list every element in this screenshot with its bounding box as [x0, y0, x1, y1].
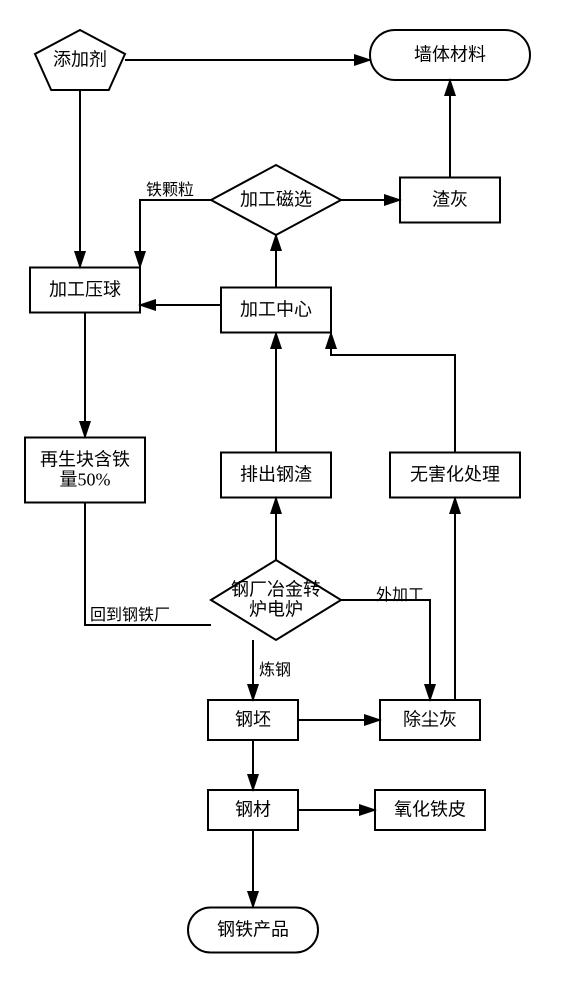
- node-label: 钢铁产品: [217, 919, 289, 939]
- node-harmless: 无害化处理: [390, 453, 520, 498]
- flowchart-canvas: 铁颗粒回到钢铁厂 外加工炼钢 添加剂 墙体材料加工磁选 渣灰加工压球加工中心再生块含铁量…: [0, 0, 572, 1000]
- node-press_ball: 加工压球: [30, 268, 140, 313]
- node-regen_block: 再生块含铁量50%: [25, 438, 145, 503]
- node-label: 渣灰: [432, 189, 468, 209]
- node-label: 加工压球: [49, 279, 121, 299]
- node-furnace: 钢厂冶金转炉电炉: [211, 560, 341, 640]
- edge-label: 外加工: [376, 586, 424, 604]
- edge-label: 炼钢: [259, 661, 291, 679]
- node-label: 除尘灰: [403, 709, 457, 729]
- edge-magnetic_sep-press_ball: [140, 200, 211, 267]
- edge-label: 回到钢铁厂: [90, 606, 170, 624]
- node-additive: 添加剂: [35, 30, 125, 90]
- node-slag_ash: 渣灰: [400, 178, 500, 223]
- edge-harmless-proc_center: [331, 333, 455, 452]
- node-label: 钢坯: [235, 709, 271, 729]
- node-oxide_skin: 氧化铁皮: [375, 790, 485, 830]
- node-label: 钢材: [235, 799, 271, 819]
- node-label: 钢厂冶金转: [231, 580, 321, 600]
- node-label: 排出钢渣: [240, 464, 312, 484]
- node-label: 加工磁选: [240, 189, 312, 209]
- node-steel: 钢材: [208, 790, 298, 830]
- node-label: 无害化处理: [410, 464, 500, 484]
- node-label: 量50%: [60, 469, 111, 489]
- node-dust: 除尘灰: [380, 700, 480, 740]
- node-steel_product: 钢铁产品: [188, 908, 318, 953]
- edge-furnace-dust: [341, 600, 430, 700]
- node-billet: 钢坯: [208, 700, 298, 740]
- node-label: 再生块含铁: [40, 450, 130, 470]
- node-wall_material: 墙体材料: [370, 30, 530, 80]
- edge-label: 铁颗粒: [146, 181, 194, 199]
- node-label: 氧化铁皮: [394, 799, 466, 819]
- node-proc_center: 加工中心: [221, 288, 331, 333]
- node-label: 加工中心: [240, 299, 312, 319]
- node-label: 炉电炉: [249, 599, 303, 619]
- node-label: 墙体材料: [414, 44, 486, 64]
- node-discharge_slag: 排出钢渣: [221, 453, 331, 498]
- node-label: 添加剂: [53, 49, 107, 69]
- node-magnetic_sep: 加工磁选: [211, 165, 341, 235]
